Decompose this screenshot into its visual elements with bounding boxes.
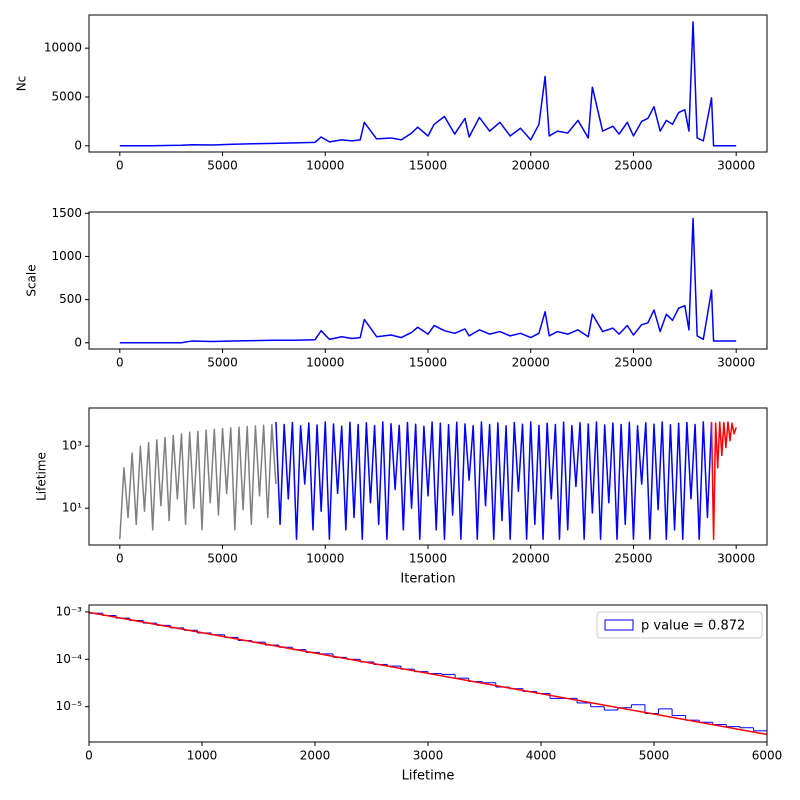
line-series: [119, 424, 277, 540]
x-tick-label: 30000: [717, 356, 755, 370]
x-tick-label: 0: [85, 749, 93, 763]
y-tick-label: 10¹: [62, 501, 82, 515]
x-tick-label: 20000: [512, 356, 550, 370]
x-tick-label: 4000: [526, 749, 557, 763]
y-tick-label: 5000: [51, 89, 82, 103]
y-tick-label: 1000: [51, 249, 82, 263]
y-tick-label: 10⁻⁴: [56, 652, 83, 666]
legend-label: p value = 0.872: [641, 619, 745, 634]
x-tick-label: 25000: [614, 159, 652, 173]
axes-frame: [88, 14, 768, 153]
line-series: [119, 21, 737, 147]
x-tick-label: 0: [116, 552, 124, 566]
x-tick-label: 25000: [614, 356, 652, 370]
x-axis-label: Iteration: [400, 572, 455, 587]
x-tick-label: 6000: [752, 749, 783, 763]
x-tick-label: 2000: [300, 749, 331, 763]
x-tick-label: 10000: [306, 356, 344, 370]
x-tick-label: 5000: [207, 356, 238, 370]
y-tick-label: 10⁻⁵: [56, 699, 83, 713]
x-tick-label: 15000: [409, 356, 447, 370]
x-tick-label: 5000: [639, 749, 670, 763]
y-axis-label: Scale: [25, 264, 39, 296]
y-tick-label: 10³: [62, 439, 82, 453]
x-tick-label: 10000: [306, 552, 344, 566]
fit-line: [88, 611, 768, 736]
x-axis-label: Lifetime: [402, 769, 455, 784]
x-tick-label: 5000: [207, 552, 238, 566]
axes-frame: [88, 211, 768, 350]
y-tick-label: 10000: [44, 41, 82, 55]
legend: [596, 611, 763, 639]
x-tick-label: 20000: [512, 552, 550, 566]
line-series: [710, 421, 737, 540]
y-tick-label: 10⁻³: [56, 604, 83, 618]
y-tick-label: 1500: [51, 206, 82, 220]
x-tick-label: 20000: [512, 159, 550, 173]
line-series: [275, 421, 713, 540]
x-tick-label: 3000: [413, 749, 444, 763]
x-tick-label: 0: [116, 159, 124, 173]
x-tick-label: 0: [116, 356, 124, 370]
line-series: [119, 217, 737, 344]
x-tick-label: 30000: [717, 159, 755, 173]
y-axis-label: Lifetime: [35, 452, 49, 501]
x-tick-label: 15000: [409, 552, 447, 566]
y-tick-label: 0: [74, 138, 82, 152]
x-tick-label: 10000: [306, 159, 344, 173]
axes-frame: [88, 604, 768, 743]
y-tick-label: 500: [59, 292, 82, 306]
y-axis-label: Nc: [15, 76, 29, 92]
x-tick-label: 30000: [717, 552, 755, 566]
x-tick-label: 1000: [187, 749, 218, 763]
x-tick-label: 25000: [614, 552, 652, 566]
axes-frame: [88, 407, 768, 546]
x-tick-label: 5000: [207, 159, 238, 173]
y-tick-label: 0: [74, 335, 82, 349]
legend-swatch: [604, 619, 634, 631]
x-tick-label: 15000: [409, 159, 447, 173]
